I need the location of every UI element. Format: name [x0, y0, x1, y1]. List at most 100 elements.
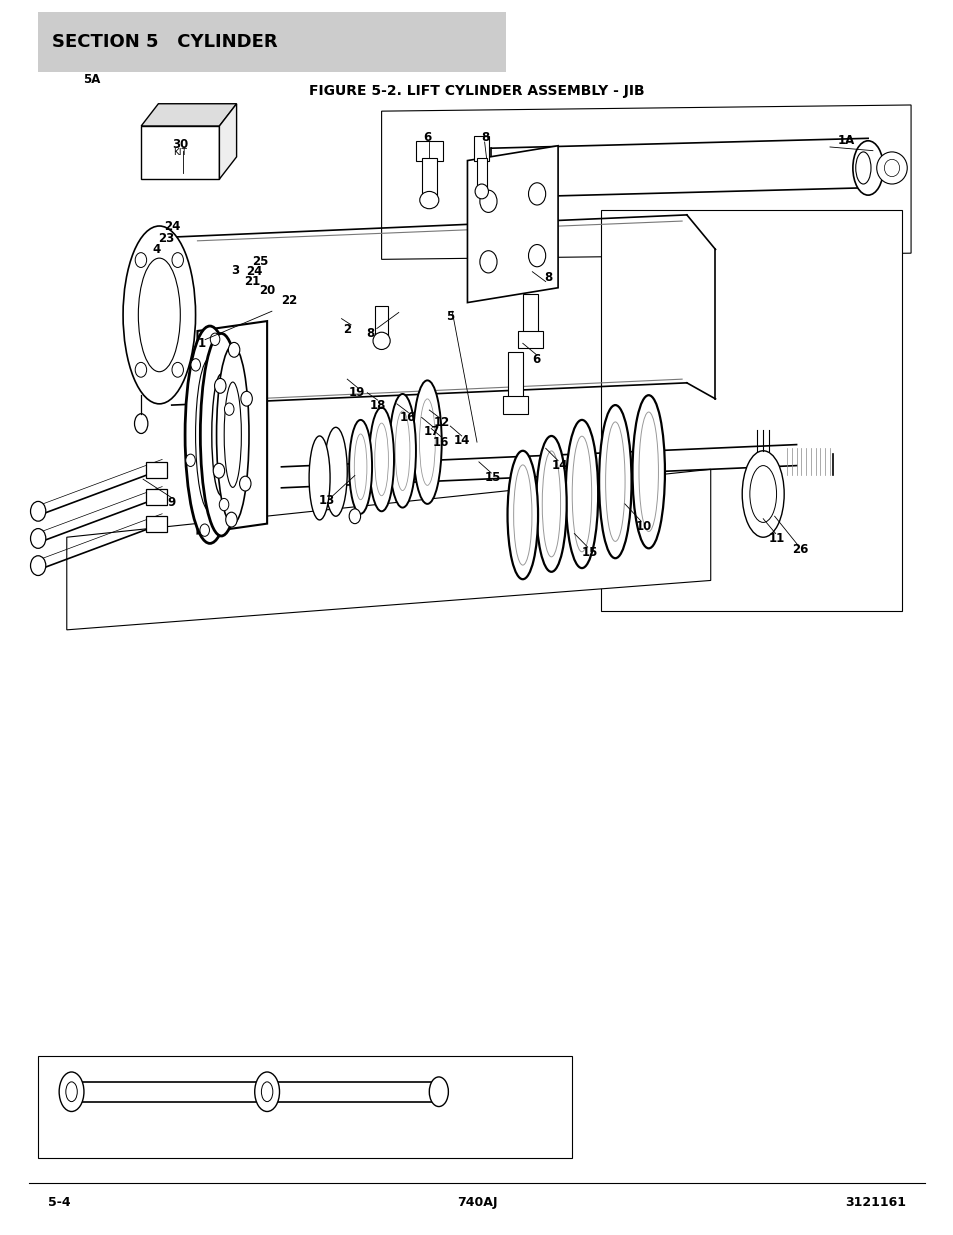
Ellipse shape [528, 183, 545, 205]
Ellipse shape [572, 436, 591, 552]
Ellipse shape [565, 420, 598, 568]
Ellipse shape [632, 395, 664, 548]
Ellipse shape [369, 408, 394, 511]
Ellipse shape [59, 1072, 84, 1112]
Text: 15: 15 [484, 472, 500, 484]
Text: 6: 6 [423, 131, 432, 143]
Text: 14: 14 [454, 435, 470, 447]
Ellipse shape [200, 333, 242, 536]
Polygon shape [467, 146, 558, 303]
Text: 3: 3 [231, 264, 239, 277]
Text: 24: 24 [164, 220, 180, 232]
Bar [141, 126, 219, 179]
Ellipse shape [200, 524, 210, 536]
Bar [474, 136, 489, 161]
Ellipse shape [541, 451, 560, 557]
Ellipse shape [191, 358, 200, 370]
Ellipse shape [172, 362, 183, 377]
Ellipse shape [855, 152, 870, 184]
Text: 740AJ: 740AJ [456, 1197, 497, 1209]
Ellipse shape [226, 513, 237, 527]
Ellipse shape [536, 436, 566, 572]
Ellipse shape [395, 411, 410, 490]
Bar [517, 331, 542, 348]
Bar [522, 294, 537, 333]
Bar [421, 158, 436, 195]
Ellipse shape [419, 399, 435, 485]
Text: 8: 8 [543, 272, 552, 284]
Text: 2: 2 [343, 324, 352, 336]
Ellipse shape [598, 405, 631, 558]
Ellipse shape [239, 477, 251, 492]
Ellipse shape [261, 1082, 273, 1102]
Ellipse shape [30, 501, 46, 521]
Text: 1A: 1A [837, 135, 854, 147]
Text: 24: 24 [246, 266, 262, 278]
Text: 16: 16 [399, 411, 416, 424]
Ellipse shape [241, 391, 253, 406]
Ellipse shape [228, 342, 239, 357]
Ellipse shape [254, 1072, 279, 1112]
Bar [416, 141, 442, 161]
Text: 11: 11 [768, 532, 784, 545]
Text: 26: 26 [791, 543, 807, 556]
Text: 4: 4 [152, 243, 161, 256]
Ellipse shape [135, 253, 147, 268]
Ellipse shape [135, 362, 147, 377]
Ellipse shape [224, 403, 233, 415]
Text: 22: 22 [281, 294, 297, 306]
Bar [507, 352, 522, 399]
Ellipse shape [419, 191, 438, 209]
Bar [502, 396, 527, 414]
Text: 10: 10 [635, 520, 651, 532]
Ellipse shape [186, 454, 195, 467]
Text: 8: 8 [480, 131, 489, 143]
Ellipse shape [213, 463, 224, 478]
Text: 19: 19 [349, 387, 365, 399]
Text: 14: 14 [551, 459, 567, 472]
Bar [375, 306, 388, 336]
Ellipse shape [479, 190, 497, 212]
Polygon shape [381, 105, 910, 259]
Text: 8: 8 [366, 327, 375, 340]
Text: 12: 12 [434, 416, 450, 429]
Text: 5: 5 [446, 310, 455, 322]
Polygon shape [67, 469, 710, 630]
Bar [146, 489, 167, 505]
Ellipse shape [216, 346, 249, 524]
Ellipse shape [513, 464, 532, 566]
Ellipse shape [507, 451, 537, 579]
Ellipse shape [876, 152, 906, 184]
Ellipse shape [373, 332, 390, 350]
Ellipse shape [123, 226, 195, 404]
Ellipse shape [224, 382, 241, 488]
Text: 15: 15 [581, 546, 598, 558]
Ellipse shape [66, 1082, 77, 1102]
Text: 3121161: 3121161 [844, 1197, 905, 1209]
Text: 21: 21 [244, 275, 260, 288]
Text: 17: 17 [423, 425, 439, 437]
Ellipse shape [214, 378, 226, 393]
Polygon shape [600, 210, 901, 611]
Ellipse shape [475, 184, 488, 199]
Ellipse shape [639, 412, 658, 531]
Polygon shape [38, 1056, 572, 1158]
Text: 5-4: 5-4 [48, 1197, 71, 1209]
Ellipse shape [195, 358, 224, 511]
Ellipse shape [309, 436, 330, 520]
Ellipse shape [172, 253, 183, 268]
Text: SECTION 5   CYLINDER: SECTION 5 CYLINDER [52, 33, 278, 51]
Text: 18: 18 [369, 399, 385, 411]
Ellipse shape [210, 333, 219, 346]
Ellipse shape [749, 466, 776, 522]
Text: 23: 23 [158, 232, 174, 245]
Ellipse shape [429, 1077, 448, 1107]
FancyBboxPatch shape [38, 12, 505, 72]
Ellipse shape [30, 556, 46, 576]
Ellipse shape [324, 427, 347, 516]
Bar [146, 516, 167, 532]
Ellipse shape [219, 499, 229, 511]
Ellipse shape [883, 159, 899, 177]
Text: KIT: KIT [173, 148, 187, 157]
Ellipse shape [605, 422, 624, 541]
